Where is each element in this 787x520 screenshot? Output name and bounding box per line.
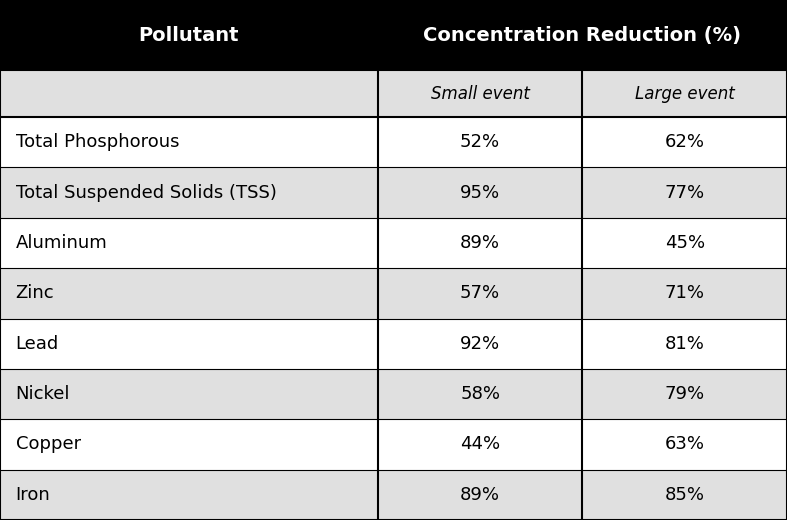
- Bar: [378, 318, 582, 369]
- Text: 85%: 85%: [665, 486, 704, 504]
- Text: Iron: Iron: [16, 486, 50, 504]
- Bar: [0, 70, 378, 117]
- Text: 62%: 62%: [665, 133, 704, 151]
- Text: Concentration Reduction (%): Concentration Reduction (%): [423, 25, 741, 45]
- Bar: [378, 470, 582, 520]
- Text: Large event: Large event: [635, 85, 734, 102]
- Bar: [582, 70, 787, 117]
- Bar: [378, 70, 582, 117]
- Bar: [582, 218, 787, 268]
- Bar: [0, 369, 378, 419]
- Bar: [0, 117, 378, 167]
- Text: Copper: Copper: [16, 435, 81, 453]
- Text: Pollutant: Pollutant: [139, 25, 239, 45]
- Bar: [582, 318, 787, 369]
- Text: 52%: 52%: [460, 133, 500, 151]
- Text: 89%: 89%: [460, 234, 500, 252]
- Bar: [378, 268, 582, 318]
- Text: Small event: Small event: [430, 85, 530, 102]
- Text: 63%: 63%: [665, 435, 704, 453]
- Text: 71%: 71%: [665, 284, 704, 302]
- Text: 92%: 92%: [460, 335, 500, 353]
- Bar: [582, 268, 787, 318]
- Text: 95%: 95%: [460, 184, 500, 202]
- Bar: [378, 218, 582, 268]
- Text: Total Phosphorous: Total Phosphorous: [16, 133, 179, 151]
- Text: 58%: 58%: [460, 385, 500, 403]
- Bar: [378, 167, 582, 218]
- Text: Zinc: Zinc: [16, 284, 54, 302]
- Bar: [0, 268, 378, 318]
- Text: 45%: 45%: [665, 234, 704, 252]
- Text: Aluminum: Aluminum: [16, 234, 108, 252]
- Text: 89%: 89%: [460, 486, 500, 504]
- Text: Nickel: Nickel: [16, 385, 70, 403]
- Text: Lead: Lead: [16, 335, 59, 353]
- Text: 57%: 57%: [460, 284, 500, 302]
- Bar: [582, 369, 787, 419]
- Bar: [0, 218, 378, 268]
- Bar: [0, 0, 378, 70]
- Bar: [378, 117, 582, 167]
- Text: Total Suspended Solids (TSS): Total Suspended Solids (TSS): [16, 184, 276, 202]
- Bar: [582, 117, 787, 167]
- Bar: [378, 0, 787, 70]
- Text: 79%: 79%: [665, 385, 704, 403]
- Bar: [582, 470, 787, 520]
- Bar: [0, 419, 378, 470]
- Bar: [0, 318, 378, 369]
- Bar: [378, 369, 582, 419]
- Bar: [378, 419, 582, 470]
- Bar: [582, 167, 787, 218]
- Text: 81%: 81%: [665, 335, 704, 353]
- Bar: [0, 167, 378, 218]
- Bar: [582, 419, 787, 470]
- Text: 77%: 77%: [665, 184, 704, 202]
- Text: 44%: 44%: [460, 435, 500, 453]
- Bar: [0, 470, 378, 520]
